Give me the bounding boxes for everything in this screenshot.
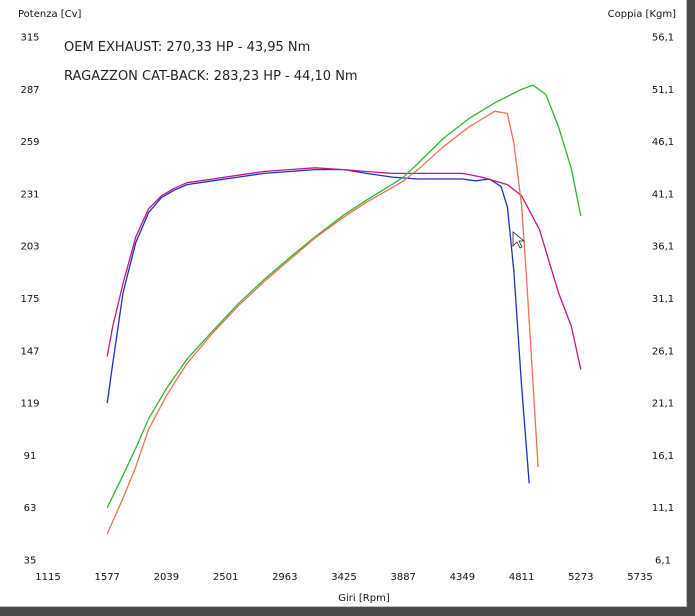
y-right-tick-label: 31,1 <box>652 294 674 305</box>
torque-curve-2 <box>106 84 582 508</box>
y-left-axis-title: Potenza [Cv] <box>18 9 82 20</box>
power-curve-0 <box>106 168 530 484</box>
x-axis-title: Giri [Rpm] <box>338 593 390 604</box>
x-tick-label: 1577 <box>94 572 119 583</box>
x-tick-label: 1115 <box>35 572 60 583</box>
x-tick-label: 4349 <box>450 572 475 583</box>
y-right-tick-label: 16,1 <box>652 451 674 462</box>
y-right-tick-label: 26,1 <box>652 346 674 357</box>
mouse-cursor-icon <box>512 231 526 249</box>
y-right-tick-label: 21,1 <box>652 399 674 410</box>
y-left-tick-label: 259 <box>20 137 39 148</box>
y-right-tick-label: 46,1 <box>652 137 674 148</box>
dyno-chart-panel: Potenza [Cv] Coppia [Kgm] Giri [Rpm] OEM… <box>0 0 687 607</box>
y-left-tick-label: 287 <box>20 85 39 96</box>
x-tick-label: 4811 <box>509 572 534 583</box>
y-right-tick-label: 6,1 <box>655 556 671 567</box>
annotation-ragazzon-cat-back: RAGAZZON CAT-BACK: 283,23 HP - 44,10 Nm <box>64 69 358 84</box>
y-right-tick-label: 51,1 <box>652 85 674 96</box>
torque-curve-3 <box>106 110 539 535</box>
y-left-tick-label: 119 <box>20 399 39 410</box>
y-left-tick-label: 35 <box>24 556 37 567</box>
x-tick-label: 5273 <box>568 572 593 583</box>
y-left-tick-label: 231 <box>20 189 39 200</box>
power-torque-chart: Potenza [Cv] Coppia [Kgm] Giri [Rpm] OEM… <box>18 9 676 604</box>
annotation-oem-exhaust: OEM EXHAUST: 270,33 HP - 43,95 Nm <box>64 40 310 55</box>
x-tick-label: 2039 <box>154 572 179 583</box>
x-tick-label: 3425 <box>331 572 356 583</box>
y-left-tick-label: 63 <box>24 503 37 514</box>
x-tick-label: 3887 <box>390 572 415 583</box>
y-left-tick-label: 91 <box>24 451 37 462</box>
y-right-tick-label: 56,1 <box>652 33 674 44</box>
x-tick-label: 5735 <box>627 572 652 583</box>
y-right-tick-label: 36,1 <box>652 242 674 253</box>
y-left-tick-label: 175 <box>20 294 39 305</box>
y-left-tick-label: 147 <box>20 346 39 357</box>
y-right-tick-label: 11,1 <box>652 503 674 514</box>
y-right-axis-title: Coppia [Kgm] <box>608 9 676 20</box>
y-left-tick-label: 315 <box>20 33 39 44</box>
power-curve-1 <box>106 167 582 370</box>
x-tick-label: 2963 <box>272 572 297 583</box>
x-tick-label: 2501 <box>213 572 238 583</box>
y-left-tick-label: 203 <box>20 242 39 253</box>
y-right-tick-label: 41,1 <box>652 189 674 200</box>
